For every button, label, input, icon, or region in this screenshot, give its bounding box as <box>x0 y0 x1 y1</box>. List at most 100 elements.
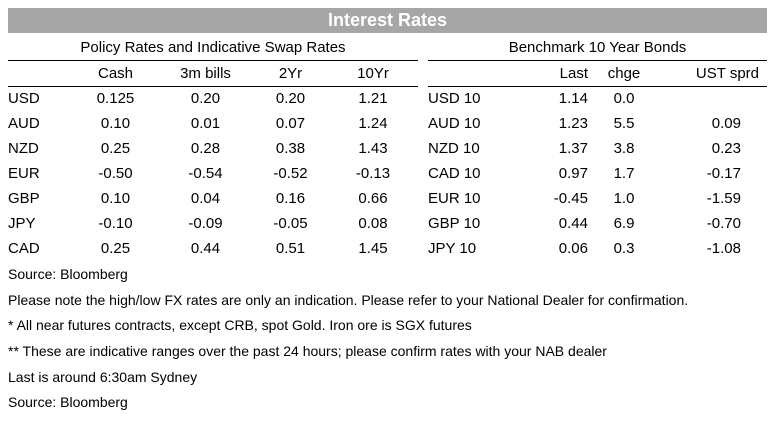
policy-header-row: Cash 3m bills 2Yr 10Yr <box>8 62 418 86</box>
cash-rate: 0.125 <box>96 90 135 107</box>
bond-last: 1.37 <box>558 140 588 157</box>
swap-10yr: 1.45 <box>358 240 388 257</box>
bond-chge: 3.8 <box>613 140 635 157</box>
bond-ust-sprd: 0.23 <box>711 140 741 157</box>
bonds-col-chge: chge <box>607 65 641 82</box>
bills-rate: 0.44 <box>190 240 221 257</box>
swap-2yr: 0.51 <box>275 240 306 257</box>
bond-last: 1.23 <box>558 115 588 132</box>
table-row: AUD 0.10 0.01 0.07 1.24 <box>8 111 418 136</box>
policy-col-label <box>8 62 73 86</box>
table-row: NZD 0.25 0.28 0.38 1.43 <box>8 136 418 161</box>
table-row: JPY 10 0.06 0.3 -1.08 <box>428 236 767 261</box>
bonds-header-divider <box>428 86 767 87</box>
bond-last: 0.44 <box>558 215 588 232</box>
bills-rate: 0.04 <box>190 190 221 207</box>
currency-label: AUD <box>8 115 40 132</box>
cash-rate: 0.25 <box>100 140 131 157</box>
fx-disclaimer-note: Please note the high/low FX rates are on… <box>8 291 689 308</box>
bond-last: 0.06 <box>558 240 588 257</box>
bond-ust-sprd: -0.70 <box>706 215 741 232</box>
swap-2yr: 0.16 <box>275 190 306 207</box>
bond-label: USD 10 <box>428 90 481 107</box>
currency-label: EUR <box>8 165 40 182</box>
bonds-table: Last chge UST sprd USD 10 1.14 0.0 AUD 1… <box>428 62 767 261</box>
bond-last: 1.14 <box>558 90 588 107</box>
table-row: CAD 0.25 0.44 0.51 1.45 <box>8 236 418 261</box>
table-row: JPY -0.10 -0.09 -0.05 0.08 <box>8 211 418 236</box>
bond-chge: 5.5 <box>613 115 635 132</box>
bond-ust-sprd: -1.59 <box>706 190 741 207</box>
bond-label: JPY 10 <box>428 240 477 257</box>
table-row: AUD 10 1.23 5.5 0.09 <box>428 111 767 136</box>
bond-label: EUR 10 <box>428 190 481 207</box>
swap-10yr: -0.13 <box>355 165 391 182</box>
policy-heading-divider <box>8 60 418 61</box>
table-row: GBP 0.10 0.04 0.16 0.66 <box>8 186 418 211</box>
bills-rate: 0.01 <box>190 115 221 132</box>
bonds-col-ust-sprd: UST sprd <box>695 65 759 82</box>
currency-label: CAD <box>8 240 40 257</box>
policy-rates-heading: Policy Rates and Indicative Swap Rates <box>80 39 346 56</box>
currency-label: JPY <box>8 215 36 232</box>
cash-rate: -0.10 <box>98 215 133 232</box>
bond-ust-sprd: 0.09 <box>711 115 741 132</box>
cash-rate: 0.10 <box>100 115 131 132</box>
policy-col-3m-bills: 3m bills <box>180 65 231 82</box>
bonds-heading-divider <box>428 60 767 61</box>
bond-label: NZD 10 <box>428 140 480 157</box>
bond-label: AUD 10 <box>428 115 481 132</box>
bills-rate: 0.28 <box>190 140 221 157</box>
bond-label: CAD 10 <box>428 165 481 182</box>
swap-2yr: 0.07 <box>275 115 306 132</box>
bonds-heading: Benchmark 10 Year Bonds <box>508 39 687 56</box>
swap-2yr: 0.20 <box>275 90 306 107</box>
table-row: NZD 10 1.37 3.8 0.23 <box>428 136 767 161</box>
futures-note: * All near futures contracts, except CRB… <box>8 317 472 334</box>
swap-10yr: 1.21 <box>358 90 388 107</box>
bond-label: GBP 10 <box>428 215 481 232</box>
swap-10yr: 1.24 <box>358 115 388 132</box>
bond-chge: 0.3 <box>613 240 635 257</box>
table-row: USD 0.125 0.20 0.20 1.21 <box>8 86 418 111</box>
swap-10yr: 1.43 <box>358 140 388 157</box>
cash-rate: 0.10 <box>100 190 131 207</box>
bond-chge: 1.7 <box>613 165 635 182</box>
swap-2yr: 0.38 <box>275 140 306 157</box>
table-row: EUR -0.50 -0.54 -0.52 -0.13 <box>8 161 418 186</box>
cash-rate: 0.25 <box>100 240 131 257</box>
source-note: Source: Bloomberg <box>8 266 128 282</box>
table-row: CAD 10 0.97 1.7 -0.17 <box>428 161 767 186</box>
ranges-note: ** These are indicative ranges over the … <box>8 343 607 360</box>
policy-col-2yr: 2Yr <box>278 65 303 82</box>
bills-rate: -0.54 <box>188 165 223 182</box>
swap-2yr: -0.52 <box>273 165 308 182</box>
bond-chge: 0.0 <box>613 90 635 107</box>
bills-rate: 0.20 <box>190 90 221 107</box>
bond-last: -0.45 <box>553 190 588 207</box>
table-row: USD 10 1.14 0.0 <box>428 86 767 111</box>
table-row: EUR 10 -0.45 1.0 -1.59 <box>428 186 767 211</box>
bond-ust-sprd: -0.17 <box>706 165 741 182</box>
source-note-2: Source: Bloomberg <box>8 394 128 411</box>
table-row: GBP 10 0.44 6.9 -0.70 <box>428 211 767 236</box>
bond-chge: 6.9 <box>613 215 635 232</box>
bond-ust-sprd <box>660 86 767 111</box>
bonds-header-row: Last chge UST sprd <box>428 62 767 86</box>
policy-col-cash: Cash <box>97 65 134 82</box>
timing-note: Last is around 6:30am Sydney <box>8 368 198 385</box>
swap-10yr: 0.08 <box>358 215 388 232</box>
bills-rate: -0.09 <box>188 215 223 232</box>
swap-10yr: 0.66 <box>358 190 388 207</box>
swap-2yr: -0.05 <box>273 215 308 232</box>
currency-label: USD <box>8 90 40 107</box>
footnotes: Source: Bloomberg Please note the high/l… <box>8 262 688 416</box>
bonds-col-label <box>428 62 508 86</box>
policy-rates-table: Cash 3m bills 2Yr 10Yr USD 0.125 0.20 0.… <box>8 62 418 261</box>
policy-header-divider <box>8 86 418 87</box>
bond-last: 0.97 <box>558 165 588 182</box>
currency-label: GBP <box>8 190 40 207</box>
currency-label: NZD <box>8 140 39 157</box>
cash-rate: -0.50 <box>98 165 133 182</box>
bond-chge: 1.0 <box>613 190 635 207</box>
